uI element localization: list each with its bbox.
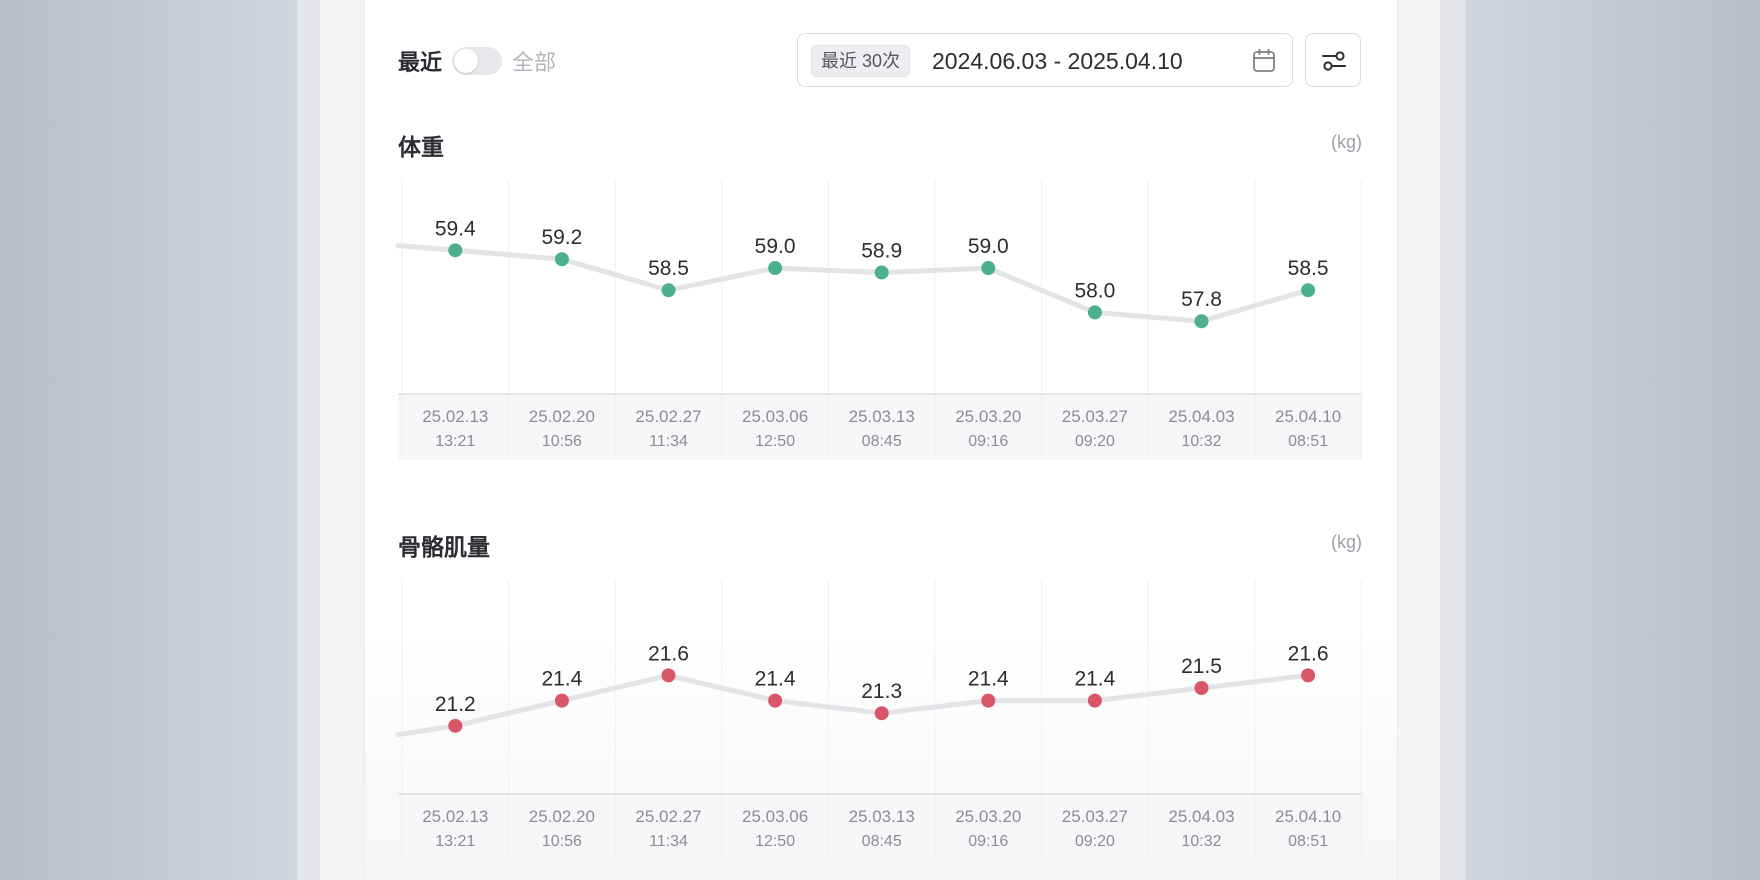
weight-x-tick-time: 11:34 <box>649 433 688 450</box>
weight-x-tick-date: 25.03.13 <box>849 407 915 426</box>
muscle-data-point[interactable] <box>1301 668 1316 683</box>
muscle-data-point[interactable] <box>981 693 996 708</box>
weight-x-tick-date: 25.04.03 <box>1168 407 1234 426</box>
muscle-x-tick-time: 09:20 <box>1075 833 1115 850</box>
weight-chart-title: 体重 <box>398 134 444 160</box>
muscle-x-tick-time: 11:34 <box>649 833 688 850</box>
weight-x-tick-date: 25.02.13 <box>422 407 488 426</box>
weight-data-label: 59.4 <box>435 217 476 240</box>
muscle-x-tick-date: 25.04.03 <box>1168 807 1234 826</box>
weight-x-tick-date: 25.04.10 <box>1275 407 1341 426</box>
weight-data-point[interactable] <box>874 265 889 280</box>
weight-data-point[interactable] <box>768 261 783 276</box>
muscle-data-label: 21.4 <box>968 668 1009 691</box>
muscle-line-chart: 21.2 25.02.13 13:21 21.4 25.02.20 10:56 21.6 25… <box>395 580 1362 860</box>
muscle-unit-label: (kg) <box>1331 532 1362 552</box>
weight-x-tick-time: 13:21 <box>435 433 475 450</box>
muscle-chart-title: 骨骼肌量 <box>398 534 490 560</box>
muscle-x-tick-time: 10:56 <box>542 833 582 850</box>
filter-button[interactable] <box>1305 33 1361 87</box>
weight-unit-label: (kg) <box>1331 132 1362 152</box>
weight-data-point[interactable] <box>1087 305 1102 320</box>
muscle-data-point[interactable] <box>448 718 463 733</box>
muscle-x-tick-date: 25.03.20 <box>955 807 1021 826</box>
muscle-data-label: 21.4 <box>755 668 796 691</box>
muscle-data-point[interactable] <box>768 693 783 708</box>
weight-x-tick-time: 09:20 <box>1075 433 1115 450</box>
weight-x-tick-time: 10:56 <box>542 433 582 450</box>
muscle-x-tick-time: 08:51 <box>1288 833 1328 850</box>
muscle-x-tick-time: 08:45 <box>862 833 902 850</box>
muscle-data-point[interactable] <box>874 706 889 721</box>
toggle-recent-label: 最近 <box>398 50 443 75</box>
sliders-icon <box>1322 51 1346 71</box>
weight-series-line <box>395 243 1311 324</box>
muscle-x-tick-date: 25.03.13 <box>849 807 915 826</box>
muscle-data-label: 21.4 <box>541 668 582 691</box>
weight-data-label: 58.5 <box>1288 257 1329 280</box>
muscle-data-label: 21.2 <box>435 693 476 716</box>
weight-x-tick-date: 25.02.20 <box>529 407 595 426</box>
weight-data-point[interactable] <box>661 283 676 298</box>
weight-x-tick-time: 12:50 <box>755 433 795 450</box>
muscle-x-tick-time: 10:32 <box>1181 833 1221 850</box>
weight-x-tick-date: 25.02.27 <box>635 407 701 426</box>
weight-data-point[interactable] <box>981 261 996 276</box>
weight-data-point[interactable] <box>1301 283 1316 298</box>
muscle-data-label: 21.4 <box>1074 668 1115 691</box>
muscle-x-tick-time: 09:16 <box>968 833 1008 850</box>
weight-axis-footer <box>398 394 1362 460</box>
muscle-data-label: 21.3 <box>861 680 902 703</box>
weight-data-label: 59.0 <box>755 235 796 258</box>
weight-data-label: 58.0 <box>1074 279 1115 302</box>
muscle-data-point[interactable] <box>1087 693 1102 708</box>
weight-x-tick-time: 08:45 <box>862 433 902 450</box>
muscle-data-label: 21.5 <box>1181 655 1222 678</box>
muscle-x-tick-date: 25.02.20 <box>529 807 595 826</box>
weight-data-label: 58.5 <box>648 257 689 280</box>
weight-data-point[interactable] <box>448 243 463 258</box>
muscle-axis-footer <box>398 794 1362 860</box>
weight-data-point[interactable] <box>554 252 569 267</box>
muscle-data-point[interactable] <box>1194 681 1209 695</box>
weight-data-label: 57.8 <box>1181 288 1222 311</box>
weight-x-tick-date: 25.03.06 <box>742 407 808 426</box>
muscle-data-label: 21.6 <box>1288 642 1329 665</box>
weight-x-tick-time: 10:32 <box>1181 433 1221 450</box>
weight-data-label: 59.2 <box>541 226 582 249</box>
muscle-x-tick-time: 13:21 <box>435 833 475 850</box>
recent-count-badge[interactable]: 最近 30次 <box>811 45 911 77</box>
toggle-switch[interactable] <box>452 47 503 75</box>
weight-line-chart: 59.4 25.02.13 13:21 59.2 25.02.20 10:56 58.5 25… <box>395 180 1362 460</box>
muscle-x-tick-date: 25.03.27 <box>1062 807 1128 826</box>
toggle-knob <box>454 49 479 73</box>
muscle-series-line <box>395 672 1311 738</box>
muscle-data-point[interactable] <box>661 668 676 683</box>
weight-x-tick-date: 25.03.20 <box>955 407 1021 426</box>
recent-all-toggle: 最近 全部 <box>398 40 556 82</box>
weight-x-tick-time: 08:51 <box>1288 433 1328 450</box>
muscle-x-tick-date: 25.02.27 <box>635 807 701 826</box>
weight-data-point[interactable] <box>1194 314 1209 329</box>
weight-data-label: 59.0 <box>968 235 1009 258</box>
muscle-data-point[interactable] <box>554 693 569 708</box>
muscle-x-tick-date: 25.04.10 <box>1275 807 1341 826</box>
weight-x-tick-time: 09:16 <box>968 433 1008 450</box>
muscle-x-tick-date: 25.02.13 <box>422 807 488 826</box>
date-range-text: 2024.06.03 - 2025.04.10 <box>932 48 1183 74</box>
calendar-icon[interactable] <box>1252 48 1276 74</box>
muscle-x-tick-time: 12:50 <box>755 833 795 850</box>
weight-data-label: 58.9 <box>861 239 902 262</box>
muscle-data-label: 21.6 <box>648 642 689 665</box>
toggle-all-label[interactable]: 全部 <box>512 50 557 75</box>
muscle-x-tick-date: 25.03.06 <box>742 807 808 826</box>
weight-x-tick-date: 25.03.27 <box>1062 407 1128 426</box>
date-range-picker[interactable]: 最近 30次 2024.06.03 - 2025.04.10 <box>797 33 1293 87</box>
